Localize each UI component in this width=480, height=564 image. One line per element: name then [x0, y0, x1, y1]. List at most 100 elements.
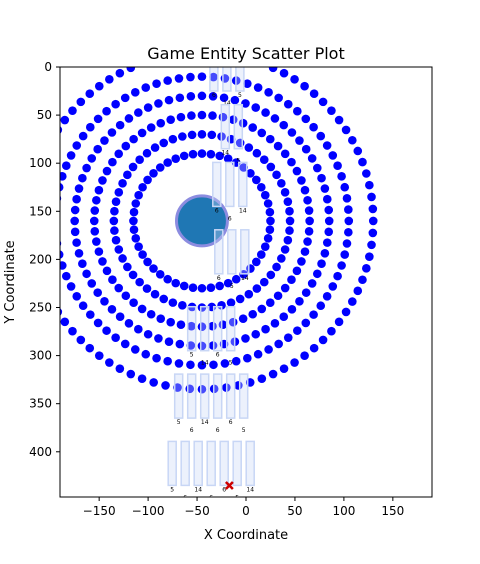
ring-6-point: [348, 135, 357, 145]
ring-6-point: [149, 378, 158, 387]
ring-3-point: [102, 166, 112, 176]
ring-6-point: [362, 264, 371, 273]
ring-3-point: [265, 298, 275, 308]
ring-3-point: [129, 134, 138, 144]
ring-3-point: [265, 134, 275, 144]
ring-5-point: [61, 271, 71, 281]
ring-3-point: [300, 185, 310, 195]
ring-1-point: [260, 242, 270, 251]
ring-4-point: [70, 227, 80, 237]
ring-6-point: [365, 180, 374, 190]
y-tick-label: 350: [29, 397, 52, 411]
ring-2-point: [123, 262, 132, 272]
ring-4-point: [143, 329, 153, 339]
ring-1-point: [188, 283, 198, 292]
ring-3-point: [300, 247, 310, 256]
ring-2-point: [277, 179, 286, 188]
ring-1-point: [171, 154, 181, 163]
ring-1-point: [223, 154, 233, 163]
ring-3-point: [304, 206, 314, 215]
ring-3-point: [94, 247, 104, 256]
ring-1-point: [134, 242, 143, 251]
ring-6-point: [140, 67, 145, 68]
sprite-label: 6: [228, 215, 232, 222]
ring-3-point: [197, 110, 207, 120]
sprite-label: 5: [235, 494, 239, 501]
ring-4-point: [100, 297, 109, 306]
ring-1-point: [223, 278, 233, 288]
ring-1-point: [197, 283, 207, 293]
sprite-group: 6 6 14: [212, 161, 248, 222]
ring-6-point: [318, 97, 328, 107]
ring-6-point: [37, 275, 46, 284]
sprite-box: [225, 305, 236, 352]
sprite-label: 14: [239, 207, 247, 214]
ring-5-point: [102, 326, 111, 335]
ring-5-point: [163, 76, 172, 85]
x-tick-label: −50: [184, 504, 209, 518]
ring-5-point: [342, 194, 352, 203]
ring-3-point: [287, 157, 296, 167]
ring-5-point: [209, 72, 218, 82]
x-tick-label: 100: [332, 504, 355, 518]
chart-title: Game Entity Scatter Plot: [147, 44, 344, 63]
ring-3-point: [187, 321, 196, 331]
ring-5-point: [141, 349, 151, 359]
ring-4-point: [124, 114, 134, 123]
ring-6-point: [300, 81, 309, 91]
ring-1-point: [129, 216, 138, 226]
ring-6-point: [327, 326, 336, 336]
ring-2-point: [277, 254, 286, 263]
y-tick-label: 0: [44, 60, 52, 74]
ring-4-point: [115, 120, 125, 130]
ring-1-point: [215, 281, 224, 291]
ring-6-point: [68, 106, 77, 115]
ring-1-point: [179, 281, 189, 291]
ring-2-point: [207, 130, 217, 140]
ring-2-point: [114, 245, 124, 254]
ring-1-point: [138, 182, 147, 192]
ring-3-point: [166, 317, 175, 327]
ring-5-point: [283, 99, 293, 109]
sprite-box: [245, 440, 255, 487]
ring-1-point: [239, 163, 248, 172]
ring-5-point: [78, 301, 88, 311]
ring-6-point: [115, 364, 125, 373]
ring-5-point: [78, 131, 88, 141]
ring-5-point: [328, 151, 338, 160]
ring-4-point: [317, 259, 326, 268]
ring-6-point: [290, 74, 299, 84]
ring-4-point: [295, 297, 304, 306]
ring-4-point: [124, 319, 134, 328]
ring-2-point: [150, 289, 160, 299]
ring-2-point: [272, 262, 281, 272]
ring-6-point: [348, 297, 357, 306]
ring-3-point: [108, 157, 117, 167]
ring-4-point: [100, 136, 109, 145]
sprite-group: 6 5 14: [214, 229, 250, 290]
sprite-box: [220, 103, 231, 150]
ring-4-point: [261, 324, 270, 334]
ring-5-point: [316, 301, 326, 311]
ring-4-point: [143, 103, 153, 112]
ring-1-point: [266, 216, 275, 226]
y-tick-label: 200: [29, 252, 52, 266]
ring-1-point: [206, 283, 216, 292]
ring-2-point: [128, 162, 138, 172]
ring-5-point: [197, 72, 207, 81]
sprite-box: [214, 229, 224, 275]
ring-2-point: [280, 245, 290, 254]
sprite-label: 5: [229, 360, 233, 367]
ring-2-point: [114, 188, 124, 197]
ring-6-point: [126, 67, 136, 73]
ring-6-point: [85, 343, 95, 353]
ring-2-point: [159, 294, 169, 304]
ring-5-point: [301, 114, 311, 124]
ring-2-point: [252, 284, 262, 293]
ring-4-point: [72, 238, 81, 247]
ring-1-point: [231, 274, 241, 284]
ring-4-point: [324, 216, 334, 226]
ring-3-point: [176, 112, 186, 122]
sprite-box: [186, 305, 197, 352]
sprite-group: 5 6 14 6 6 5 14: [167, 440, 255, 501]
